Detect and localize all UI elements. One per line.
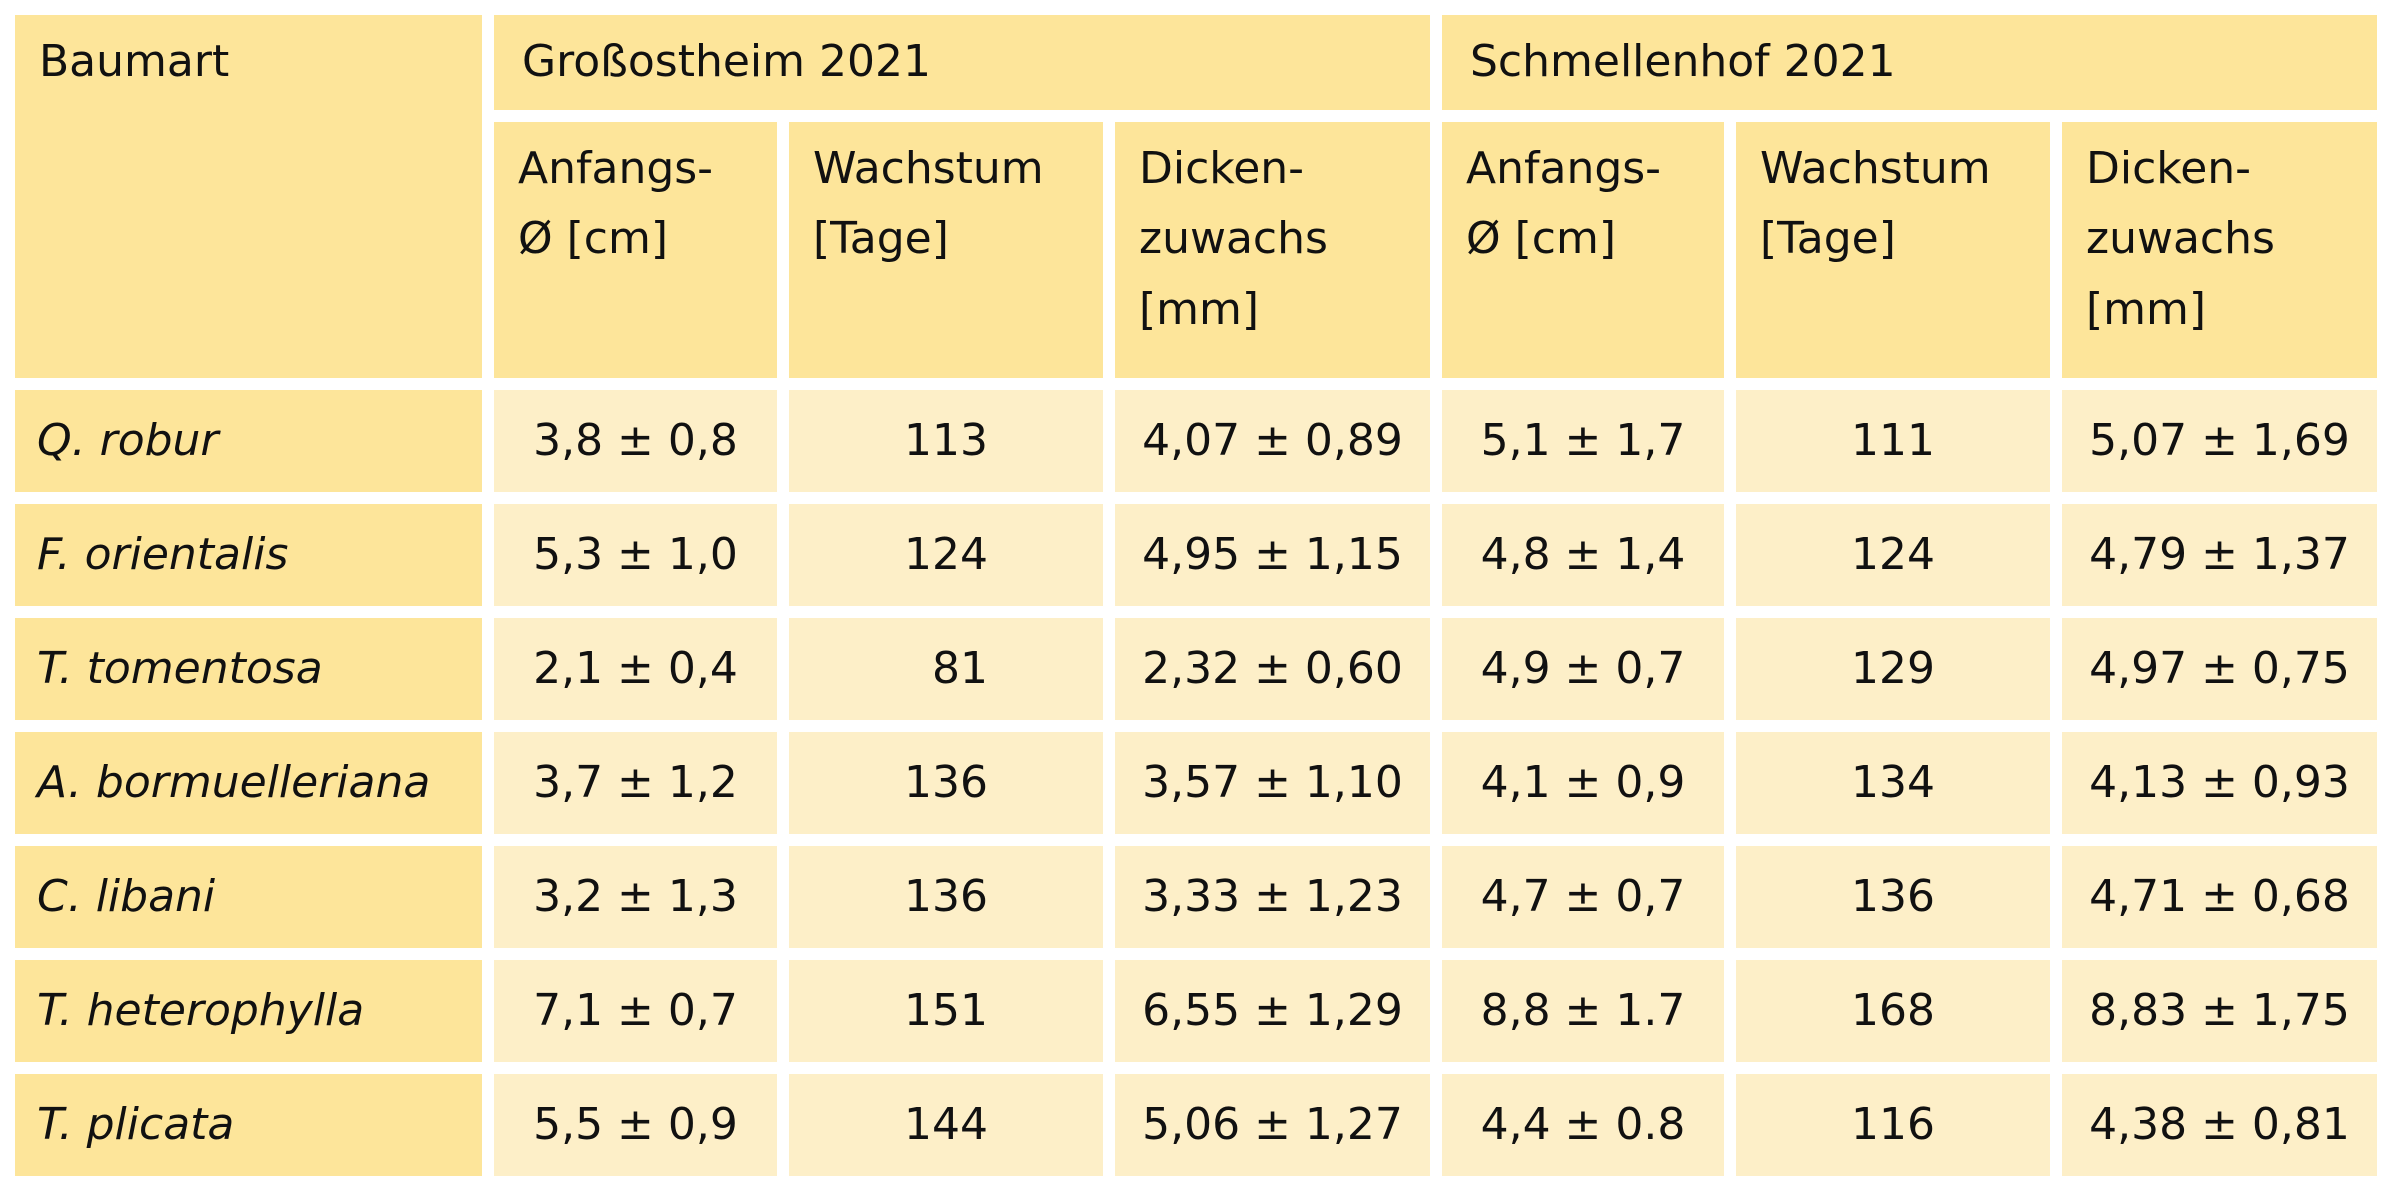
data-cell: 4,4 ± 0.8: [1442, 1074, 1724, 1176]
data-cell: 4,1 ± 0,9: [1442, 732, 1724, 834]
data-cell: 144: [789, 1074, 1103, 1176]
data-cell: 3,2 ± 1,3: [494, 846, 777, 948]
column-header: Wachstum [Tage]: [1736, 122, 2050, 378]
data-cell: 124: [789, 504, 1103, 606]
data-cell: 3,7 ± 1,2: [494, 732, 777, 834]
data-cell: 3,57 ± 1,10: [1115, 732, 1430, 834]
data-cell: 6,55 ± 1,29: [1115, 960, 1430, 1062]
data-cell: 5,07 ± 1,69: [2062, 390, 2377, 492]
column-header: Dicken- zuwachs [mm]: [2062, 122, 2377, 378]
data-cell: 4,8 ± 1,4: [1442, 504, 1724, 606]
data-cell: 8,83 ± 1,75: [2062, 960, 2377, 1062]
column-header: Dicken- zuwachs [mm]: [1115, 122, 1430, 378]
data-cell: 168: [1736, 960, 2050, 1062]
data-cell: 136: [1736, 846, 2050, 948]
data-cell: 2,1 ± 0,4: [494, 618, 777, 720]
column-header: Wachstum [Tage]: [789, 122, 1103, 378]
species-cell: C. libani: [15, 846, 482, 948]
data-cell: 129: [1736, 618, 2050, 720]
species-cell: T. plicata: [15, 1074, 482, 1176]
data-cell: 113: [789, 390, 1103, 492]
data-cell: 3,33 ± 1,23: [1115, 846, 1430, 948]
data-cell: 116: [1736, 1074, 2050, 1176]
species-cell: T. heterophylla: [15, 960, 482, 1062]
data-cell: 4,13 ± 0,93: [2062, 732, 2377, 834]
data-cell: 4,95 ± 1,15: [1115, 504, 1430, 606]
data-cell: 3,8 ± 0,8: [494, 390, 777, 492]
data-cell: 2,32 ± 0,60: [1115, 618, 1430, 720]
data-cell: 5,5 ± 0,9: [494, 1074, 777, 1176]
species-cell: A. bormuelleriana: [15, 732, 482, 834]
column-header: Anfangs- Ø [cm]: [494, 122, 777, 378]
data-cell: 8,8 ± 1.7: [1442, 960, 1724, 1062]
header-cell: Baumart: [15, 15, 482, 378]
data-cell: 111: [1736, 390, 2050, 492]
data-cell: 4,9 ± 0,7: [1442, 618, 1724, 720]
data-cell: 124: [1736, 504, 2050, 606]
data-cell: 81: [789, 618, 1103, 720]
data-cell: 5,1 ± 1,7: [1442, 390, 1724, 492]
data-cell: 7,1 ± 0,7: [494, 960, 777, 1062]
data-cell: 136: [789, 846, 1103, 948]
group-header: Großostheim 2021: [494, 15, 1430, 110]
data-cell: 151: [789, 960, 1103, 1062]
data-cell: 134: [1736, 732, 2050, 834]
species-cell: Q. robur: [15, 390, 482, 492]
species-cell: F. orientalis: [15, 504, 482, 606]
data-cell: 5,3 ± 1,0: [494, 504, 777, 606]
data-cell: 4,97 ± 0,75: [2062, 618, 2377, 720]
table: Baumart Großostheim 2021 Schmellenhof 20…: [15, 15, 2377, 1176]
column-header: Anfangs- Ø [cm]: [1442, 122, 1724, 378]
data-cell: 4,79 ± 1,37: [2062, 504, 2377, 606]
group-header: Schmellenhof 2021: [1442, 15, 2377, 110]
data-cell: 4,38 ± 0,81: [2062, 1074, 2377, 1176]
data-cell: 4,07 ± 0,89: [1115, 390, 1430, 492]
data-cell: 5,06 ± 1,27: [1115, 1074, 1430, 1176]
data-cell: 4,7 ± 0,7: [1442, 846, 1724, 948]
data-cell: 136: [789, 732, 1103, 834]
data-cell: 4,71 ± 0,68: [2062, 846, 2377, 948]
species-cell: T. tomentosa: [15, 618, 482, 720]
